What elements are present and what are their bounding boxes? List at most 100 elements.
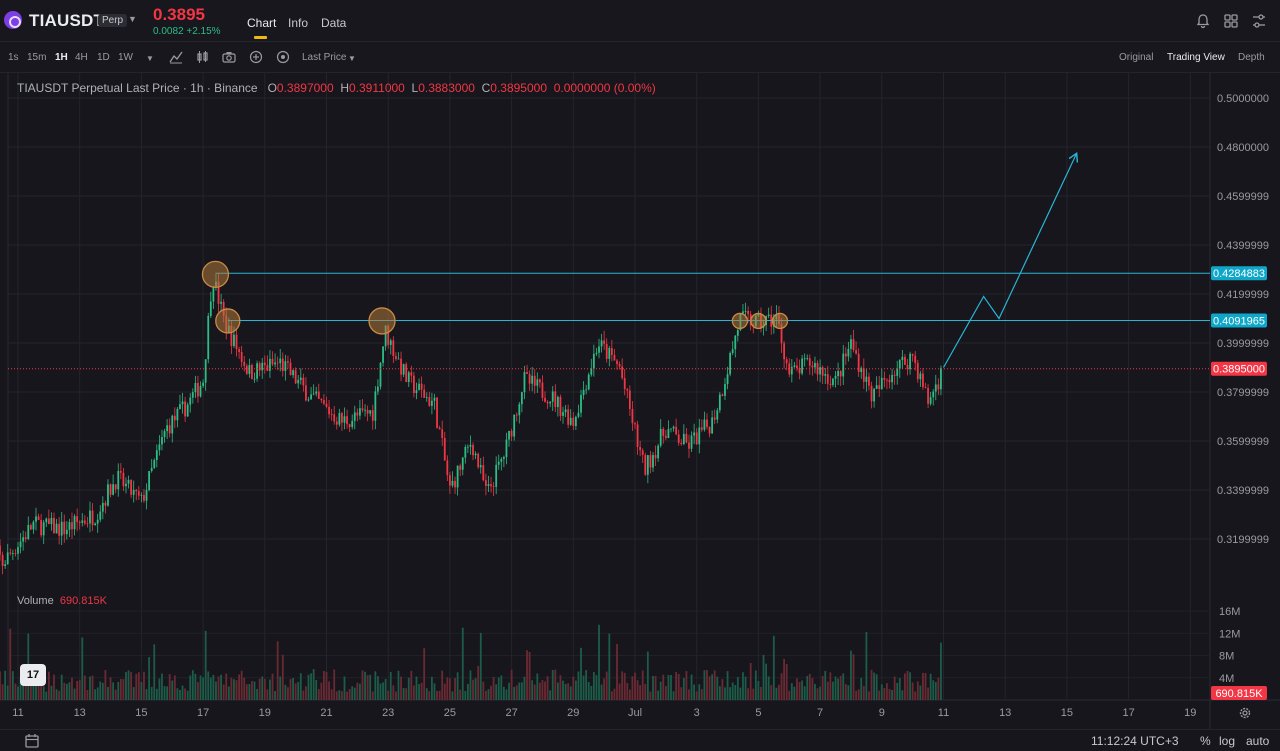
candle-body (631, 408, 634, 424)
candle-body (690, 435, 693, 449)
volume-bar (397, 670, 400, 700)
candle-body (520, 392, 523, 405)
bell-icon[interactable] (1195, 13, 1211, 29)
volume-bar (505, 689, 508, 700)
volume-bar (783, 658, 786, 700)
interval-more-icon[interactable]: ▼ (146, 54, 154, 63)
volume-bar (520, 682, 523, 700)
candle-body (790, 366, 793, 375)
candle-body (191, 392, 194, 398)
volume-bar (510, 669, 513, 700)
candle-body (621, 366, 624, 379)
candle-body (145, 490, 148, 501)
candle-body (700, 427, 703, 430)
tradingview-logo[interactable]: 17 (20, 664, 46, 686)
price-source-caret-icon[interactable]: ▼ (348, 54, 356, 63)
volume-bar (706, 669, 708, 700)
candle-body (377, 386, 379, 392)
tab-info[interactable]: Info (288, 16, 309, 30)
volume-bar (857, 689, 860, 700)
tab-chart[interactable]: Chart (247, 16, 277, 30)
interval-15m[interactable]: 15m (27, 52, 47, 63)
interval-1h[interactable]: 1H (55, 52, 68, 63)
volume-bar (796, 678, 798, 700)
candle-body (577, 412, 580, 417)
volume-bar (353, 687, 356, 700)
candle-body (834, 376, 837, 379)
indicator-chart-icon[interactable] (169, 50, 183, 64)
price-chart[interactable]: 0.4284883 0.4091965 0.3895000 690.815K 11 13… (0, 73, 1280, 729)
volume-bar (479, 632, 482, 700)
candle-body (53, 517, 55, 534)
auto-toggle[interactable]: auto (1246, 734, 1270, 748)
volume-bar (844, 684, 847, 700)
view-trading-view[interactable]: Trading View (1167, 52, 1225, 63)
camera-icon[interactable] (222, 50, 236, 64)
volume-bar (78, 680, 81, 700)
target-icon[interactable] (276, 50, 290, 64)
candle-type-icon[interactable] (196, 50, 210, 64)
volume-bar (937, 677, 940, 700)
add-indicator-icon[interactable] (249, 50, 263, 64)
candle-body (433, 397, 436, 401)
log-toggle[interactable]: log (1219, 734, 1236, 748)
view-depth[interactable]: Depth (1238, 52, 1265, 63)
volume-bar (302, 690, 305, 700)
volume-bar (346, 691, 348, 700)
settings-sliders-icon[interactable] (1251, 13, 1267, 29)
candle-body (603, 340, 606, 344)
candle-body (99, 511, 102, 520)
candle-body (73, 516, 76, 530)
candle-body (431, 400, 433, 406)
candle-body (538, 379, 541, 383)
candle-body (819, 367, 821, 375)
x-tick-label: 23 (382, 707, 394, 719)
candle-body (29, 525, 32, 530)
volume-bar (351, 686, 354, 700)
volume-bar (685, 671, 688, 700)
symbol-name[interactable]: TIAUSDT (29, 11, 105, 30)
layout-grid-icon[interactable] (1223, 13, 1239, 29)
candle-body (292, 370, 294, 376)
candle-body (269, 358, 271, 371)
candle-body (299, 377, 302, 380)
volume-bar (456, 672, 459, 700)
candle-body (644, 454, 647, 475)
interval-1s[interactable]: 1s (8, 52, 19, 63)
interval-1d[interactable]: 1D (97, 52, 110, 63)
candle-body (798, 367, 801, 374)
utc-clock[interactable]: 11:12:24 UTC+3 (1091, 734, 1179, 748)
view-original[interactable]: Original (1119, 52, 1154, 63)
x-tick-label: 11 (12, 707, 23, 719)
axis-settings-gear-icon[interactable] (1238, 706, 1252, 720)
calendar-goto-icon[interactable] (24, 733, 40, 749)
symbol-dropdown-icon[interactable]: ▼ (128, 14, 137, 24)
volume-bar (549, 690, 552, 700)
interval-4h[interactable]: 4H (75, 52, 88, 63)
volume-bar (508, 682, 510, 700)
percent-toggle[interactable]: % (1200, 734, 1211, 748)
volume-bar (356, 682, 359, 700)
volume-bar (317, 689, 320, 700)
volume-bar (469, 670, 472, 700)
interval-1w[interactable]: 1W (118, 52, 133, 63)
tab-data[interactable]: Data (321, 16, 347, 30)
y-axis: 0.5000000 0.4800000 0.4599999 0.4399999 0.41… (1217, 93, 1269, 685)
x-tick-label: 11 (938, 707, 949, 719)
candle-body (613, 354, 616, 361)
candle-body (338, 413, 341, 425)
candle-body (281, 358, 284, 371)
candle-body (274, 362, 276, 365)
projection-path[interactable] (942, 154, 1077, 368)
volume-bar (559, 675, 562, 700)
price-source-select[interactable]: Last Price (302, 52, 347, 63)
volume-bar (227, 686, 230, 700)
chart-background (0, 73, 1280, 729)
candle-body (253, 378, 256, 380)
candle-body (526, 372, 528, 375)
volume-bar (359, 683, 361, 700)
volume-bar (76, 680, 79, 700)
candle-body (135, 489, 138, 492)
candle-body (515, 414, 518, 416)
candle-body (351, 420, 354, 428)
